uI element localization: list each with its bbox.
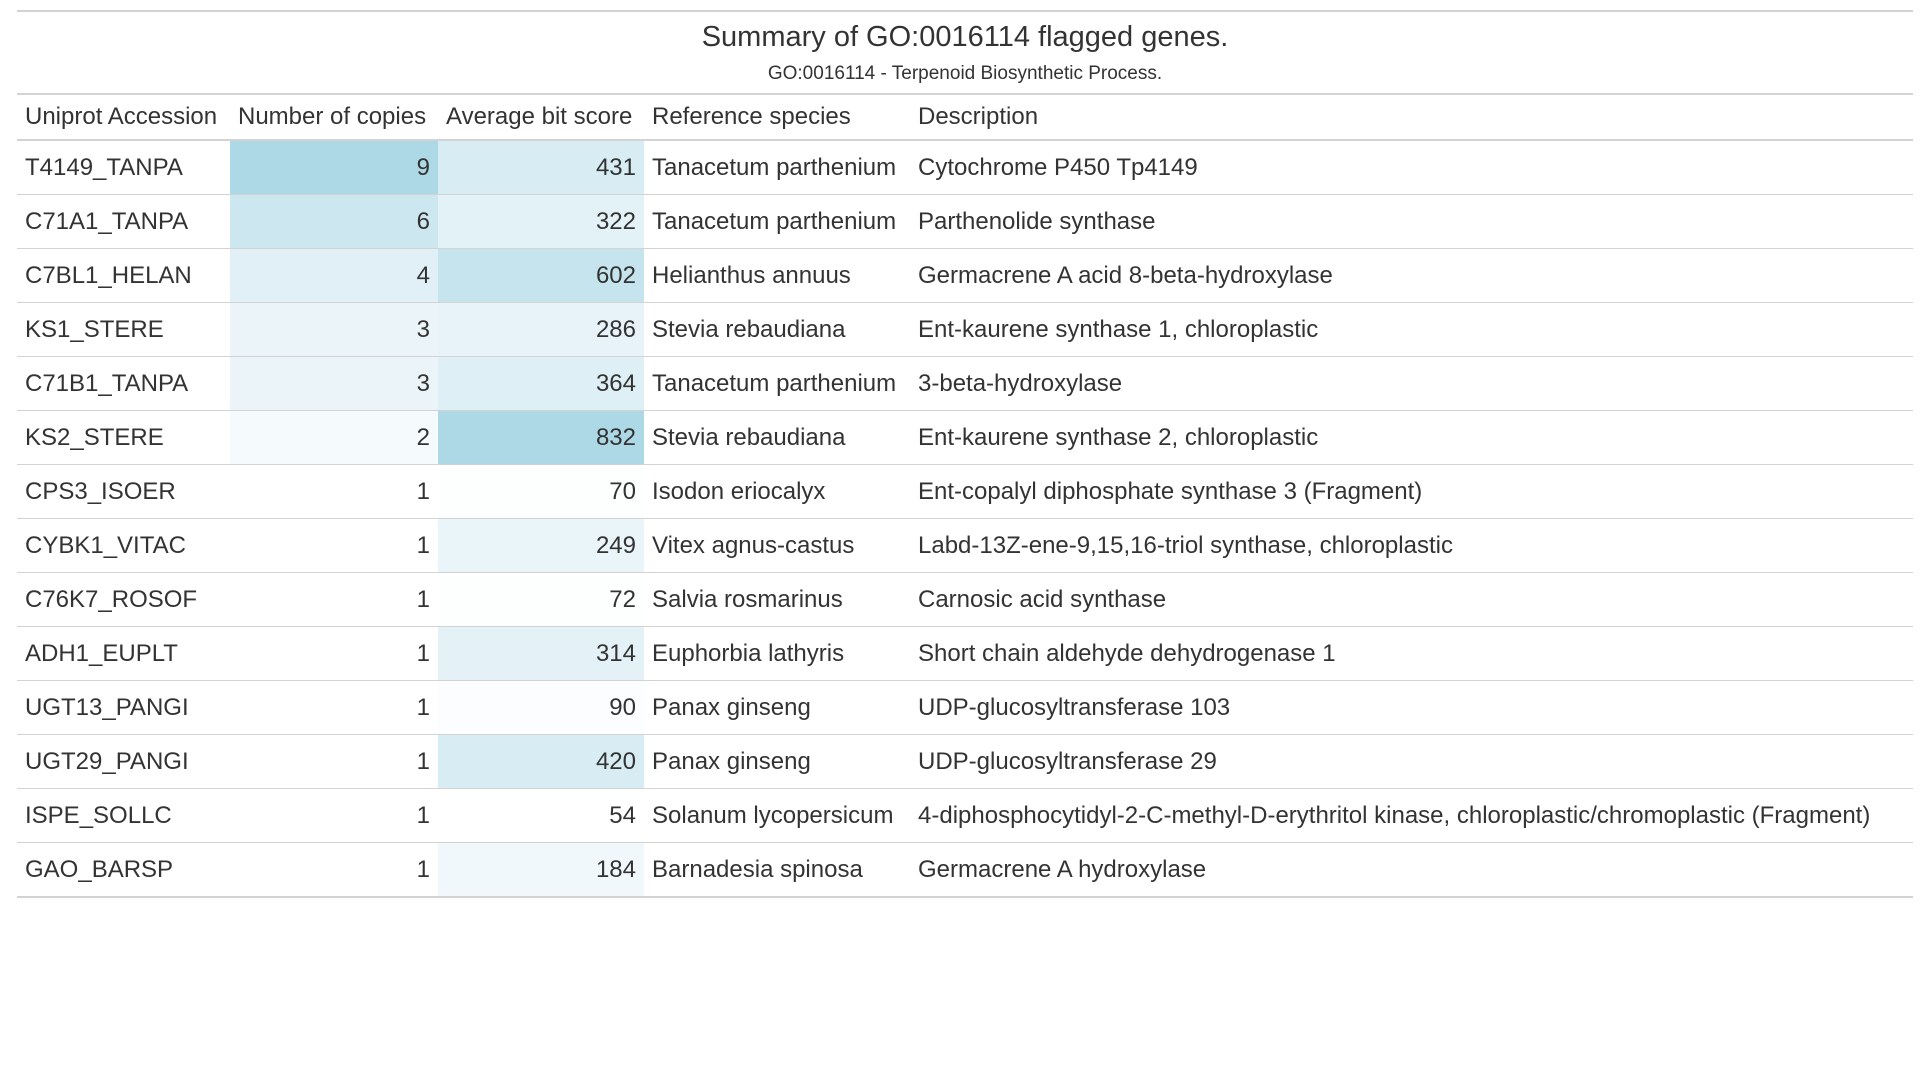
table-row: CPS3_ISOER 1 70 Isodon eriocalyx Ent-copalyl… <box>17 464 1913 519</box>
table-row: UGT13_PANGI 1 90 Panax ginseng UDP-glucosylt… <box>17 680 1913 735</box>
cell-species: Isodon eriocalyx <box>644 464 910 519</box>
cell-description: 3-beta-hydroxylase <box>910 356 1913 411</box>
cell-species: Euphorbia lathyris <box>644 626 910 681</box>
cell-copies: 9 <box>230 140 438 195</box>
column-header-accession: Uniprot Accession <box>17 94 230 141</box>
cell-bit-score: 184 <box>438 842 644 898</box>
cell-bit-score: 286 <box>438 302 644 357</box>
table-row: C71A1_TANPA 6 322 Tanacetum parthenium Parth… <box>17 194 1913 249</box>
column-header-row: Uniprot Accession Number of copies Avera… <box>17 94 1913 141</box>
cell-copies: 3 <box>230 356 438 411</box>
cell-bit-score: 249 <box>438 518 644 573</box>
column-header-copies: Number of copies <box>230 94 438 141</box>
cell-accession: T4149_TANPA <box>17 140 230 195</box>
cell-description: Ent-kaurene synthase 1, chloroplastic <box>910 302 1913 357</box>
cell-copies: 1 <box>230 518 438 573</box>
cell-description: Cytochrome P450 Tp4149 <box>910 140 1913 195</box>
cell-copies: 1 <box>230 842 438 898</box>
cell-species: Stevia rebaudiana <box>644 410 910 465</box>
table-row: C7BL1_HELAN 4 602 Helianthus annuus Germacre… <box>17 248 1913 303</box>
cell-accession: ISPE_SOLLC <box>17 788 230 843</box>
summary-table: Summary of GO:0016114 flagged genes. GO:… <box>17 10 1913 898</box>
table-row: ISPE_SOLLC 1 54 Solanum lycopersicum 4-dipho… <box>17 788 1913 843</box>
cell-bit-score: 420 <box>438 734 644 789</box>
table-row: C76K7_ROSOF 1 72 Salvia rosmarinus Carnosic … <box>17 572 1913 627</box>
cell-copies: 2 <box>230 410 438 465</box>
cell-copies: 4 <box>230 248 438 303</box>
cell-bit-score: 322 <box>438 194 644 249</box>
cell-copies: 1 <box>230 464 438 519</box>
table-row: GAO_BARSP 1 184 Barnadesia spinosa Germacren… <box>17 842 1913 898</box>
cell-bit-score: 602 <box>438 248 644 303</box>
cell-species: Stevia rebaudiana <box>644 302 910 357</box>
column-header-bit-score: Average bit score <box>438 94 644 141</box>
cell-copies: 1 <box>230 788 438 843</box>
cell-bit-score: 72 <box>438 572 644 627</box>
cell-accession: C71B1_TANPA <box>17 356 230 411</box>
table-row: ADH1_EUPLT 1 314 Euphorbia lathyris Short ch… <box>17 626 1913 681</box>
cell-accession: ADH1_EUPLT <box>17 626 230 681</box>
cell-copies: 1 <box>230 680 438 735</box>
cell-accession: UGT29_PANGI <box>17 734 230 789</box>
cell-accession: KS2_STERE <box>17 410 230 465</box>
column-header-species: Reference species <box>644 94 910 141</box>
cell-description: Short chain aldehyde dehydrogenase 1 <box>910 626 1913 681</box>
cell-copies: 1 <box>230 734 438 789</box>
cell-species: Solanum lycopersicum <box>644 788 910 843</box>
cell-accession: CPS3_ISOER <box>17 464 230 519</box>
cell-description: Carnosic acid synthase <box>910 572 1913 627</box>
table-row: CYBK1_VITAC 1 249 Vitex agnus-castus Labd-13… <box>17 518 1913 573</box>
cell-accession: C71A1_TANPA <box>17 194 230 249</box>
cell-bit-score: 54 <box>438 788 644 843</box>
cell-species: Panax ginseng <box>644 680 910 735</box>
cell-species: Vitex agnus-castus <box>644 518 910 573</box>
cell-copies: 3 <box>230 302 438 357</box>
cell-copies: 1 <box>230 626 438 681</box>
cell-species: Tanacetum parthenium <box>644 194 910 249</box>
cell-bit-score: 431 <box>438 140 644 195</box>
cell-description: Ent-kaurene synthase 2, chloroplastic <box>910 410 1913 465</box>
cell-bit-score: 314 <box>438 626 644 681</box>
table-row: UGT29_PANGI 1 420 Panax ginseng UDP-glucosyl… <box>17 734 1913 789</box>
summary-table-container: Summary of GO:0016114 flagged genes. GO:… <box>17 10 1913 898</box>
cell-description: UDP-glucosyltransferase 29 <box>910 734 1913 789</box>
cell-description: Germacrene A hydroxylase <box>910 842 1913 898</box>
cell-accession: UGT13_PANGI <box>17 680 230 735</box>
cell-species: Tanacetum parthenium <box>644 356 910 411</box>
table-row: C71B1_TANPA 3 364 Tanacetum parthenium 3-bet… <box>17 356 1913 411</box>
table-row: T4149_TANPA 9 431 Tanacetum parthenium Cytoc… <box>17 140 1913 195</box>
cell-description: Ent-copalyl diphosphate synthase 3 (Frag… <box>910 464 1913 519</box>
cell-species: Panax ginseng <box>644 734 910 789</box>
cell-bit-score: 832 <box>438 410 644 465</box>
table-subtitle: GO:0016114 - Terpenoid Biosynthetic Proc… <box>17 61 1913 95</box>
table-body: T4149_TANPA 9 431 Tanacetum parthenium Cytoc… <box>17 140 1913 898</box>
cell-description: Labd-13Z-ene-9,15,16-triol synthase, chl… <box>910 518 1913 573</box>
cell-accession: CYBK1_VITAC <box>17 518 230 573</box>
cell-accession: C7BL1_HELAN <box>17 248 230 303</box>
cell-accession: KS1_STERE <box>17 302 230 357</box>
cell-bit-score: 90 <box>438 680 644 735</box>
table-row: KS1_STERE 3 286 Stevia rebaudiana Ent-kauren… <box>17 302 1913 357</box>
cell-accession: GAO_BARSP <box>17 842 230 898</box>
cell-copies: 1 <box>230 572 438 627</box>
cell-description: 4-diphosphocytidyl-2-C-methyl-D-erythrit… <box>910 788 1913 843</box>
cell-description: UDP-glucosyltransferase 103 <box>910 680 1913 735</box>
cell-bit-score: 70 <box>438 464 644 519</box>
cell-species: Salvia rosmarinus <box>644 572 910 627</box>
cell-description: Parthenolide synthase <box>910 194 1913 249</box>
cell-accession: C76K7_ROSOF <box>17 572 230 627</box>
table-row: KS2_STERE 2 832 Stevia rebaudiana Ent-kauren… <box>17 410 1913 465</box>
cell-bit-score: 364 <box>438 356 644 411</box>
table-title: Summary of GO:0016114 flagged genes. <box>701 21 1229 53</box>
cell-species: Tanacetum parthenium <box>644 140 910 195</box>
cell-copies: 6 <box>230 194 438 249</box>
cell-description: Germacrene A acid 8-beta-hydroxylase <box>910 248 1913 303</box>
column-header-description: Description <box>910 94 1913 141</box>
cell-species: Barnadesia spinosa <box>644 842 910 898</box>
cell-species: Helianthus annuus <box>644 248 910 303</box>
